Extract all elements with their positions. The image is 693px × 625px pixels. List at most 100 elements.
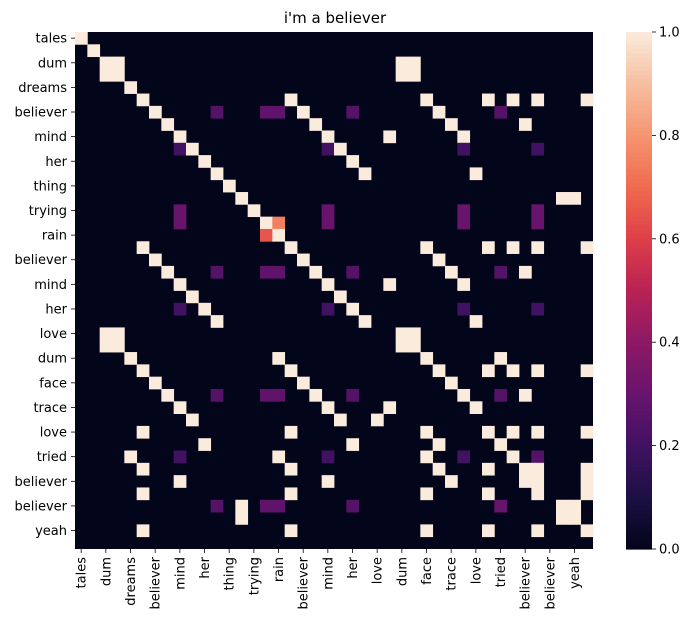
heatmap-cell <box>346 302 360 316</box>
heatmap-cell <box>260 216 273 230</box>
heatmap-cell <box>334 413 347 427</box>
x-tick-label: love <box>371 557 386 584</box>
heatmap-cell <box>580 364 594 378</box>
heatmap-cell <box>173 142 187 156</box>
heatmap-cell <box>260 499 273 513</box>
heatmap-cell <box>506 425 520 439</box>
heatmap-cell <box>457 302 471 316</box>
colorbar-segment <box>626 135 652 141</box>
heatmap-cell <box>346 388 360 402</box>
heatmap-cell <box>321 278 335 291</box>
colorbar-tick-label: 0.4 <box>659 336 680 351</box>
colorbar-segment <box>626 342 652 348</box>
heatmap-cell <box>198 302 212 316</box>
colorbar-segment <box>626 393 652 399</box>
y-tick-label: love <box>40 426 67 441</box>
colorbar-segment <box>626 540 652 546</box>
y-tick-label: tales <box>36 32 68 47</box>
heatmap-cell <box>580 462 594 476</box>
colorbar-segment <box>626 79 652 85</box>
heatmap-cell <box>346 155 360 168</box>
heatmap-cell <box>531 204 545 218</box>
heatmap-cell <box>334 142 347 156</box>
colorbar-segment <box>626 398 652 404</box>
colorbar-segment <box>626 152 652 158</box>
heatmap-cell <box>531 475 545 488</box>
y-tick-label: trying <box>29 204 67 219</box>
colorbar-segment <box>626 96 652 102</box>
heatmap-cell <box>482 364 495 378</box>
heatmap-cell <box>272 450 286 464</box>
colorbar-segment <box>626 436 652 442</box>
colorbar-segment <box>626 225 652 231</box>
y-tick-label: her <box>45 302 67 317</box>
colorbar-segment <box>626 505 652 511</box>
x-tick-label: thing <box>223 557 238 590</box>
y-tick-label: her <box>45 155 67 170</box>
heatmap-cell <box>494 265 508 279</box>
y-tick-label: believer <box>14 253 67 268</box>
heatmap-cell <box>260 265 273 279</box>
heatmap-cell <box>173 204 187 218</box>
colorbar-segment <box>626 531 652 537</box>
colorbar-segment <box>626 363 652 369</box>
heatmap-cell <box>568 192 582 205</box>
heatmap-cell <box>482 241 495 254</box>
heatmap-cell <box>309 388 323 402</box>
heatmap-cell <box>506 450 520 464</box>
y-tick-label: trace <box>33 401 67 416</box>
colorbar-segment <box>626 268 652 274</box>
colorbar-segment <box>626 36 652 42</box>
heatmap-cell <box>284 487 298 501</box>
x-tick-label: dum <box>395 557 410 586</box>
colorbar-segment <box>626 290 652 296</box>
y-tick-label: believer <box>14 475 67 490</box>
heatmap-cell <box>210 499 224 513</box>
heatmap-cell <box>482 425 495 439</box>
colorbar-segment <box>626 462 652 468</box>
colorbar-segment <box>626 66 652 72</box>
colorbar-segment <box>626 346 652 352</box>
heatmap-cell <box>556 192 569 205</box>
colorbar-segment <box>626 406 652 412</box>
x-tick-label: dreams <box>124 557 139 606</box>
y-tick-label: believer <box>14 106 67 121</box>
y-tick-label: tried <box>37 450 67 465</box>
x-tick-label: believer <box>149 556 164 609</box>
colorbar-segment <box>626 497 652 503</box>
heatmap-cell <box>580 93 594 107</box>
heatmap-cell <box>284 364 298 378</box>
heatmap-cell <box>223 179 236 193</box>
heatmap-cell <box>531 302 545 316</box>
heatmap-cell <box>346 438 360 451</box>
colorbar-segment <box>626 161 652 167</box>
heatmap-cell <box>445 265 458 279</box>
heatmap-cell <box>494 105 508 119</box>
x-tick-label: believer <box>519 556 534 609</box>
heatmap-cell <box>395 68 409 82</box>
heatmap-cell <box>272 265 286 279</box>
colorbar-segment <box>626 428 652 434</box>
heatmap-cell <box>420 425 434 439</box>
heatmap-cell <box>457 130 471 144</box>
heatmap-cell <box>383 401 397 414</box>
colorbar-segment <box>626 355 652 361</box>
colorbar-segment <box>626 294 652 300</box>
heatmap-cell <box>531 93 545 107</box>
x-tick-label: tales <box>75 557 90 589</box>
colorbar-segment <box>626 208 652 214</box>
heatmap-cell <box>432 462 446 476</box>
heatmap-cell <box>75 32 88 45</box>
colorbar-segment <box>626 544 652 550</box>
heatmap-cell <box>432 105 446 119</box>
heatmap-cell <box>136 93 150 107</box>
y-tick-label: rain <box>42 229 67 244</box>
heatmap-cell <box>321 401 335 414</box>
heatmap-cell <box>210 105 224 119</box>
colorbar-segment <box>626 247 652 253</box>
heatmap-cell <box>346 499 360 513</box>
heatmap-cell <box>321 216 335 230</box>
y-tick-label: dum <box>38 352 67 367</box>
heatmap-cell <box>198 155 212 168</box>
colorbar-segment <box>626 359 652 365</box>
